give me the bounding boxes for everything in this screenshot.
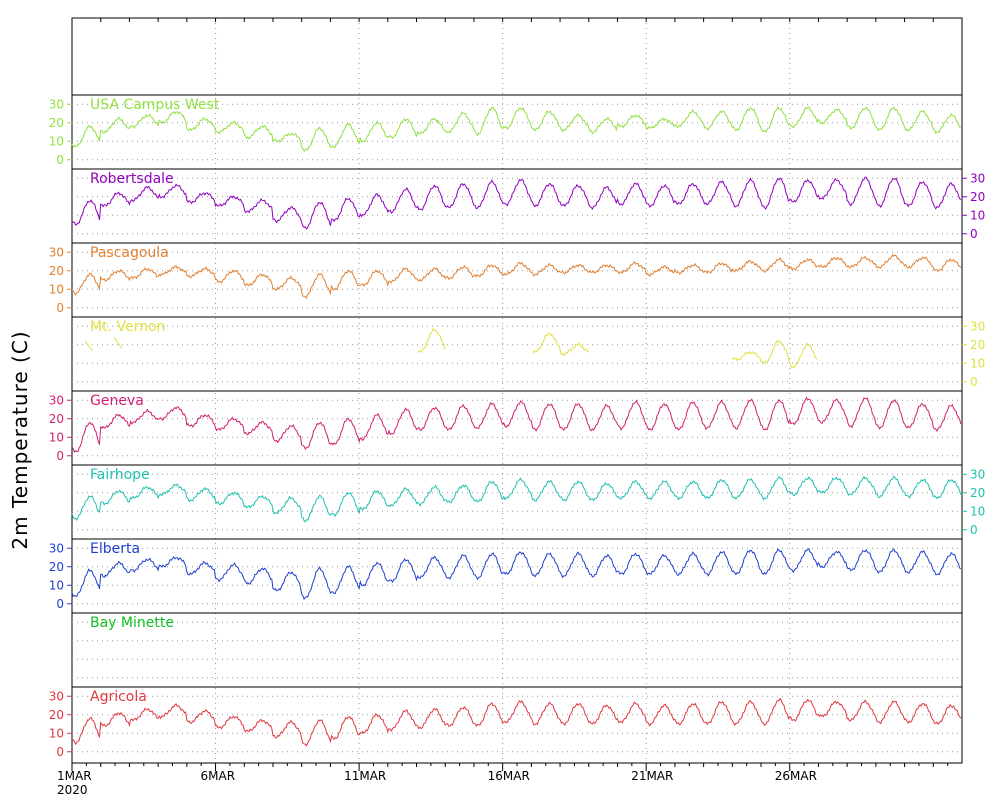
station-name: Robertsdale [90,171,174,187]
station-name: Pascagoula [90,245,169,261]
series-line [731,340,818,369]
station-name: USA Campus West [90,97,220,113]
y-tick-label: 20 [49,116,64,130]
panel-usa-campus-west: 0 10 20 30 USA Campus West [49,94,962,167]
y-tick-label: 10 [49,134,64,148]
y-tick-label: 20 [49,412,64,426]
station-name: Geneva [90,393,144,409]
y-tick-label: 30 [49,393,64,407]
y-tick-label: 20 [49,708,64,722]
y-tick-label: 0 [56,153,64,167]
y-tick-label: 0 [56,745,64,759]
y-tick-label: 10 [49,430,64,444]
y-tick-label: 30 [970,319,985,333]
panels-layer: 0 10 20 30 USA Campus West 0 10 20 30 Robertsdale… [49,94,985,759]
series-line [113,337,123,349]
x-tick-label: 6MAR [201,769,236,783]
x-axis: 1MAR 6MAR 11MAR 16MAR 21MAR 26MAR 2020 [57,18,949,797]
series-line [71,253,962,299]
y-tick-label: 10 [49,578,64,592]
x-tick-label: 21MAR [631,769,673,783]
y-tick-label: 10 [970,356,985,370]
y-tick-label: 0 [56,449,64,463]
x-tick-label: 11MAR [344,769,386,783]
panel-elberta: 0 10 20 30 Elberta [49,538,962,611]
panel-fairhope: 0 10 20 30 Fairhope [71,464,985,537]
y-tick-label: 30 [49,97,64,111]
y-tick-label: 0 [970,523,978,537]
series-line [71,176,962,230]
y-tick-label: 30 [970,171,985,185]
grid-layer [215,18,791,763]
x-tick-label: 26MAR [775,769,817,783]
panel-mt-vernon: 0 10 20 30 Mt. Vernon [72,316,985,389]
station-name: Agricola [90,689,147,705]
y-tick-label: 10 [970,208,985,222]
y-tick-label: 10 [49,726,64,740]
station-name: Mt. Vernon [90,319,165,335]
y-tick-label: 0 [56,597,64,611]
y-tick-label: 20 [970,190,985,204]
panel-agricola: 0 10 20 30 Agricola [49,686,962,759]
series-line [71,547,962,600]
y-tick-label: 20 [49,560,64,574]
x-tick-label: 1MAR [57,769,92,783]
x-year-label: 2020 [57,783,88,797]
series-line [532,332,589,357]
y-axis-label: 2m Temperature (C) [8,330,32,550]
panel-geneva: 0 10 20 30 Geneva [49,390,962,463]
series-line [71,396,962,453]
y-tick-label: 10 [970,504,985,518]
series-line [84,341,93,351]
panel-pascagoula: 0 10 20 30 Pascagoula [49,242,962,315]
y-tick-label: 30 [49,245,64,259]
y-tick-label: 20 [970,338,985,352]
series-line [71,475,962,523]
y-tick-label: 20 [970,486,985,500]
y-tick-label: 0 [970,375,978,389]
station-name: Elberta [90,541,140,557]
y-tick-label: 0 [56,301,64,315]
y-tick-label: 20 [49,264,64,278]
x-tick-label: 16MAR [488,769,530,783]
y-tick-label: 0 [970,227,978,241]
series-line [71,697,962,747]
station-name: Fairhope [90,467,150,483]
y-tick-label: 30 [49,541,64,555]
panel-robertsdale: 0 10 20 30 Robertsdale [71,168,985,241]
y-tick-label: 30 [49,689,64,703]
panel-bay-minette: Bay Minette [72,612,962,679]
series-line [71,106,961,153]
series-line [417,327,446,354]
station-name: Bay Minette [90,615,174,631]
y-tick-label: 30 [970,467,985,481]
y-tick-label: 10 [49,282,64,296]
y-axis-label-container: 2m Temperature (C) [0,0,40,800]
